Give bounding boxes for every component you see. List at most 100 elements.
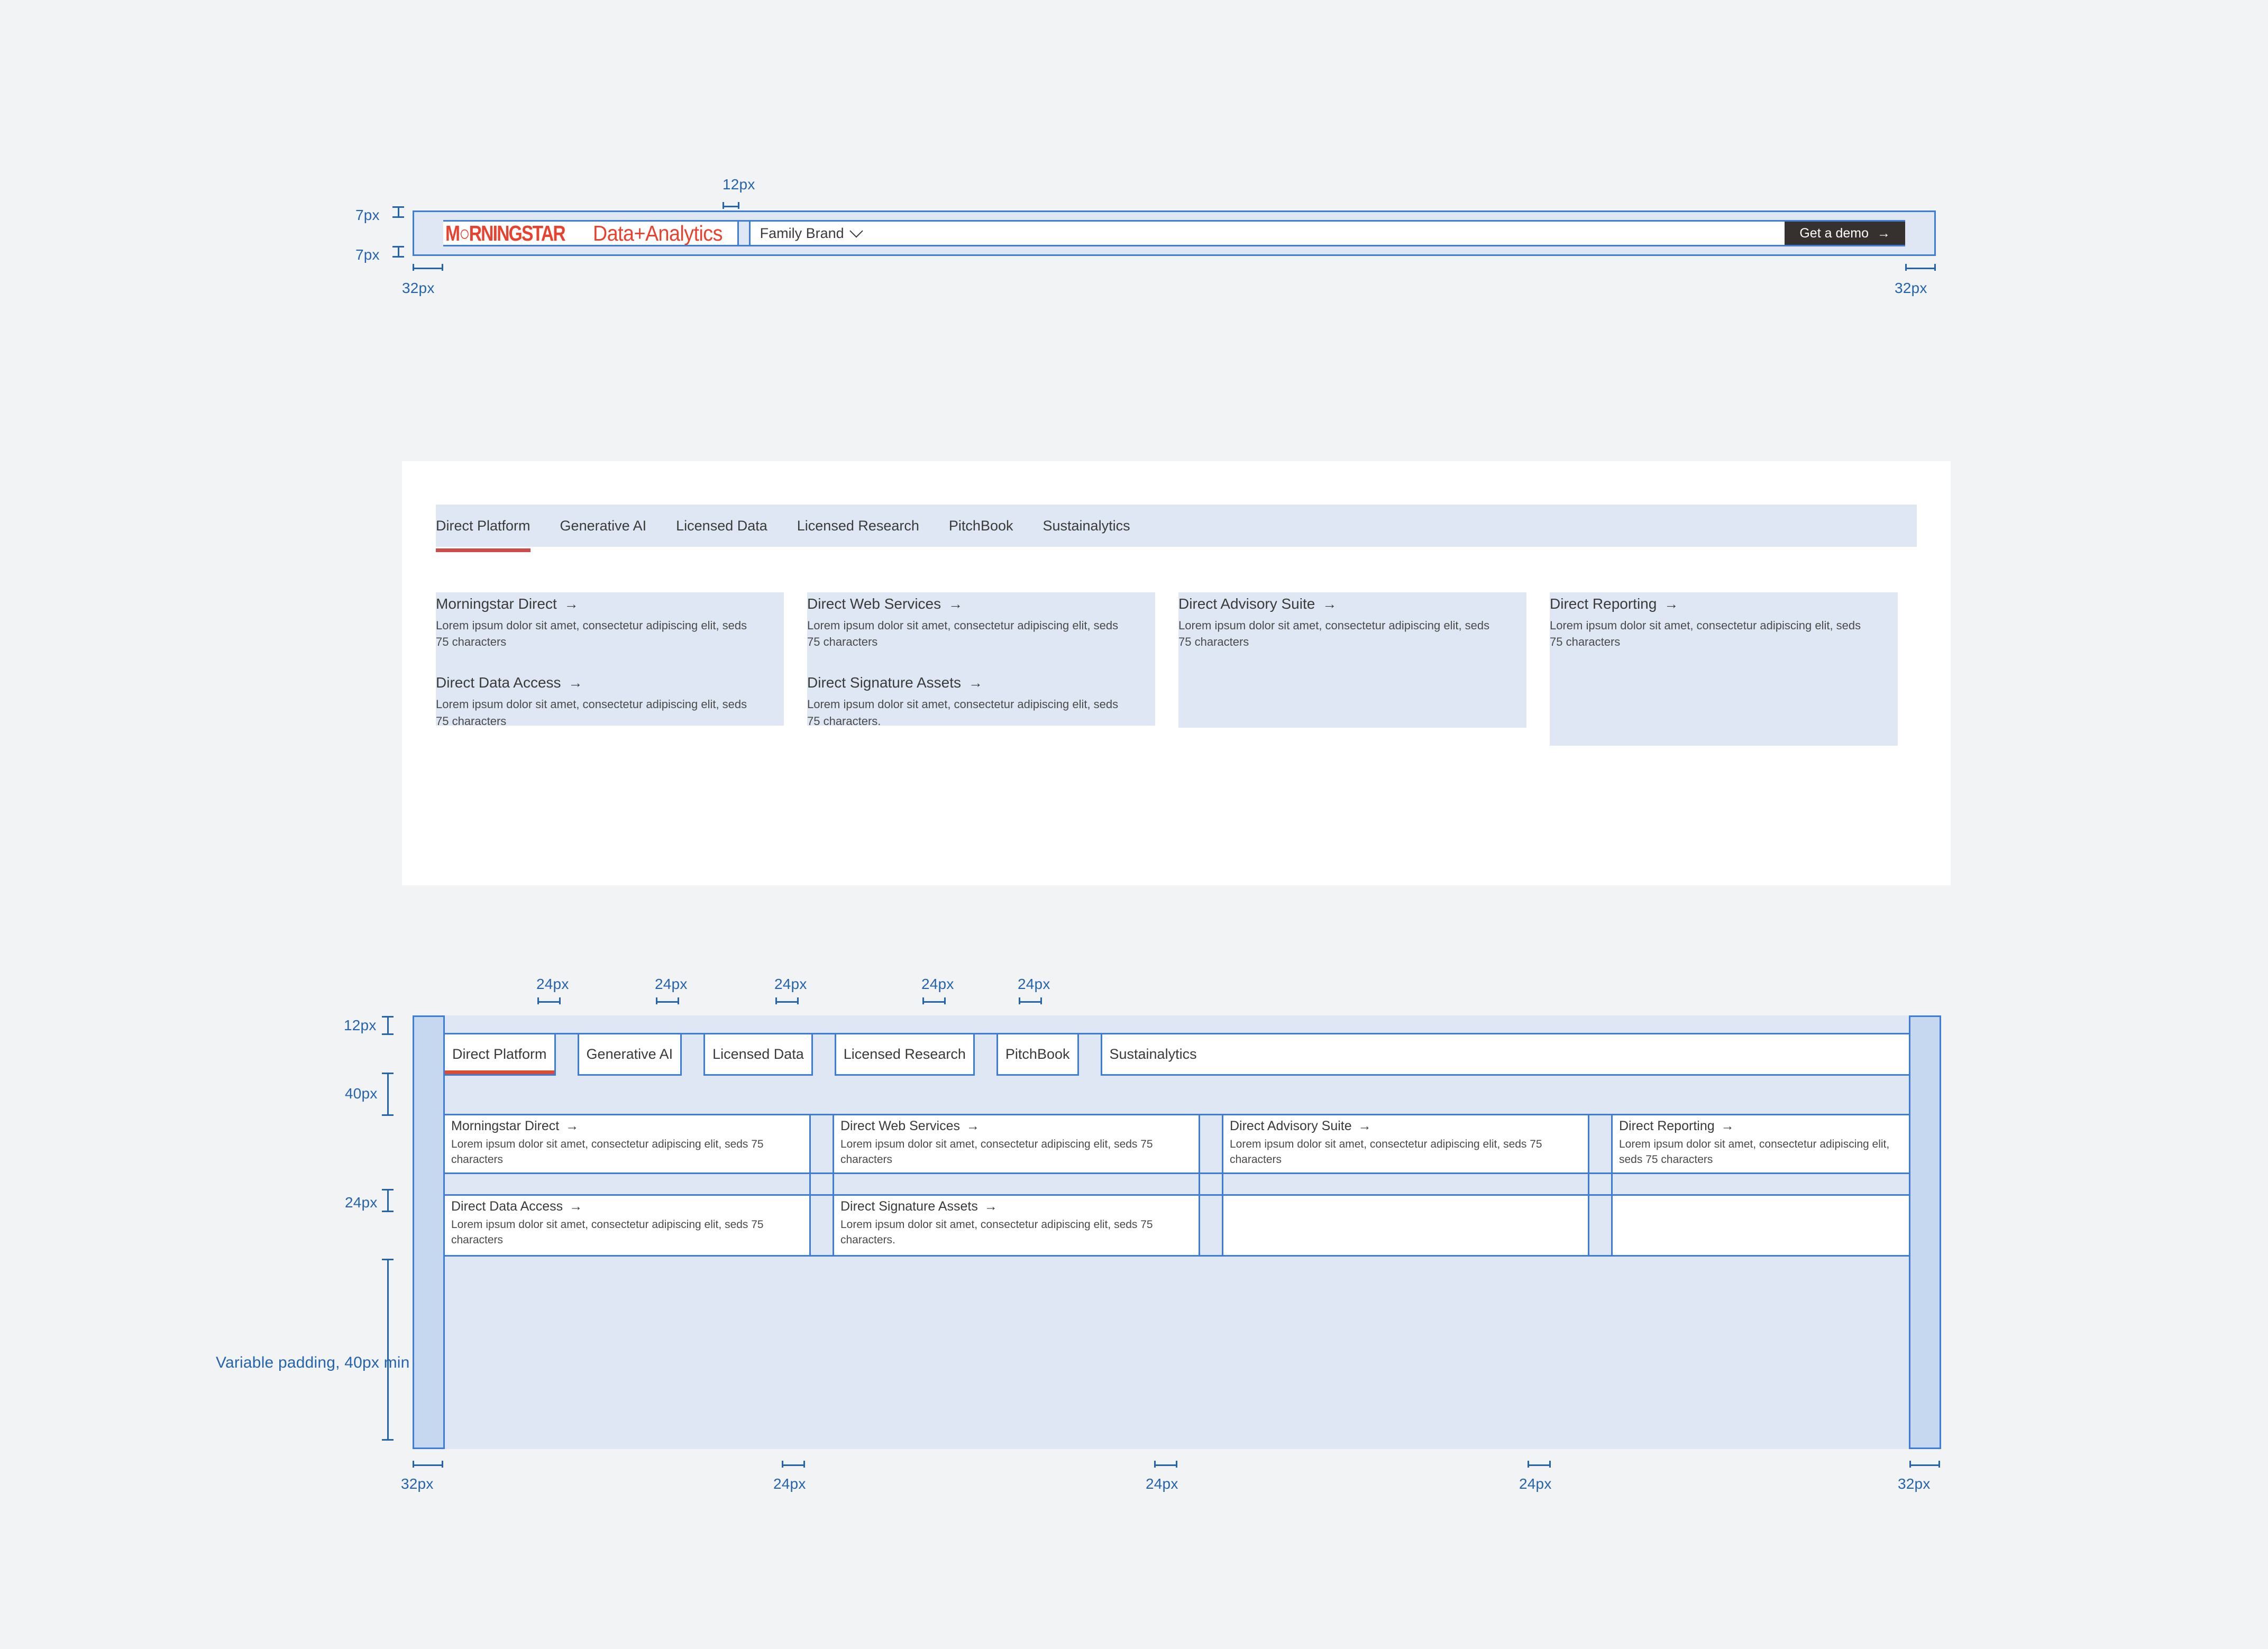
arrow-right-icon: → — [948, 596, 963, 612]
get-a-demo-button[interactable]: Get a demo → — [1785, 222, 1905, 245]
spec-item-title: Direct Reporting — [1619, 1119, 1715, 1133]
arrow-right-icon: → — [564, 596, 579, 612]
arrow-right-icon: → — [984, 1199, 998, 1214]
spec-item-title: Direct Web Services — [840, 1119, 960, 1133]
item-description: Lorem ipsum dolor sit amet, consectetur … — [436, 619, 747, 649]
spec-item-description: Lorem ipsum dolor sit amet, consectetur … — [840, 1219, 1153, 1247]
column-3: Direct Advisory Suite → Lorem ipsum dolo… — [1178, 592, 1526, 728]
arrow-right-icon: → — [1877, 225, 1890, 241]
spec-tabgap-3 — [813, 1034, 836, 1076]
tab-generative-ai[interactable]: Generative AI — [560, 505, 647, 547]
spec-cell-direct-advisory-suite: Direct Advisory Suite → Lorem ipsum dolo… — [1223, 1115, 1589, 1172]
tab-licensed-research[interactable]: Licensed Research — [797, 505, 919, 547]
arrow-right-icon: → — [1322, 596, 1337, 612]
spec-link-direct-web-services[interactable]: Direct Web Services → — [840, 1119, 1192, 1134]
annotation-spec-belowtabs-bar — [382, 1073, 394, 1116]
link-direct-advisory-suite[interactable]: Direct Advisory Suite → — [1178, 596, 1526, 612]
annotation-tabgap-5-bar — [1019, 997, 1042, 1004]
annotation-spec-bottom-3-bar — [1154, 1461, 1177, 1468]
spec-tab-label: Licensed Research — [843, 1046, 966, 1062]
arrow-right-icon: → — [1721, 1119, 1734, 1133]
spec-tabbar: Direct Platform Generative AI Licensed D… — [445, 1034, 1909, 1076]
item-title: Direct Data Access — [436, 674, 561, 691]
spec-tab-licensed-data[interactable]: Licensed Data — [705, 1034, 813, 1076]
spec-colgap-6 — [1589, 1196, 1613, 1255]
link-direct-data-access[interactable]: Direct Data Access → — [436, 674, 784, 691]
spec-tab-label: Licensed Data — [712, 1046, 804, 1062]
column-4: Direct Reporting → Lorem ipsum dolor sit… — [1550, 592, 1898, 746]
spec-cell-direct-reporting: Direct Reporting → Lorem ipsum dolor sit… — [1613, 1115, 1909, 1172]
family-brand-dropdown[interactable]: Family Brand — [751, 222, 863, 245]
item-description: Lorem ipsum dolor sit amet, consectetur … — [1178, 619, 1490, 649]
link-morningstar-direct[interactable]: Morningstar Direct → — [436, 596, 784, 612]
spec-link-morningstar-direct[interactable]: Morningstar Direct → — [451, 1119, 803, 1134]
get-a-demo-label: Get a demo — [1799, 225, 1869, 241]
family-brand-label: Family Brand — [760, 225, 844, 241]
tab-label: Licensed Research — [797, 517, 919, 534]
annotation-spec-rowgap-bar — [382, 1189, 394, 1212]
spec-link-direct-data-access[interactable]: Direct Data Access → — [451, 1199, 803, 1214]
annotation-spec-toppad-bar — [382, 1016, 394, 1035]
annotation-tabgap-4-bar — [922, 997, 946, 1004]
arrow-right-icon: → — [1358, 1119, 1371, 1133]
spec-tabgap-2 — [682, 1034, 706, 1076]
annotation-variable-padding-bar — [382, 1259, 394, 1441]
annotation-bottom-padding-label: 7px — [355, 246, 380, 263]
spec-tab-sustainalytics[interactable]: Sustainalytics — [1102, 1034, 1909, 1076]
spec-item-description: Lorem ipsum dolor sit amet, consectetur … — [451, 1219, 764, 1247]
spec-cell-morningstar-direct: Morningstar Direct → Lorem ipsum dolor s… — [445, 1115, 811, 1172]
arrow-right-icon: → — [1664, 596, 1679, 612]
spec-content-row-2: Direct Data Access → Lorem ipsum dolor s… — [445, 1196, 1909, 1255]
tab-pitchbook[interactable]: PitchBook — [949, 505, 1013, 547]
spec-cell-direct-signature-assets: Direct Signature Assets → Lorem ipsum do… — [834, 1196, 1200, 1255]
spec-link-direct-signature-assets[interactable]: Direct Signature Assets → — [840, 1199, 1192, 1214]
spec-tabgap-4 — [975, 1034, 998, 1076]
tab-label: Sustainalytics — [1042, 517, 1130, 534]
arrow-right-icon: → — [565, 1119, 579, 1133]
spec-item-title: Direct Signature Assets — [840, 1199, 978, 1214]
tab-label: Licensed Data — [676, 517, 767, 534]
spec-link-direct-reporting[interactable]: Direct Reporting → — [1619, 1119, 1903, 1134]
spec-tab-generative-ai[interactable]: Generative AI — [579, 1034, 682, 1076]
spec-tab-label: Generative AI — [586, 1046, 673, 1062]
annotation-tabgap-4-label: 24px — [921, 976, 954, 992]
tab-sustainalytics[interactable]: Sustainalytics — [1043, 505, 1130, 547]
annotation-tabgap-1-label: 24px — [536, 976, 569, 992]
spec-item-title: Direct Data Access — [451, 1199, 563, 1214]
tab-label: Direct Platform — [436, 517, 531, 534]
spec-tabgap-5 — [1079, 1034, 1102, 1076]
logo[interactable]: M○RNINGSTAR Data+Analytics — [443, 221, 739, 245]
arrow-right-icon: → — [966, 1119, 980, 1133]
tab-direct-platform[interactable]: Direct Platform — [436, 505, 531, 552]
tab-licensed-data[interactable]: Licensed Data — [676, 505, 767, 547]
spacer — [436, 650, 784, 674]
logo-gap-overlay — [738, 222, 751, 245]
annotation-spec-bottom-4-bar — [1528, 1461, 1551, 1468]
spec-tab-pitchbook[interactable]: PitchBook — [998, 1034, 1079, 1076]
spec-item-description: Lorem ipsum dolor sit amet, consectetur … — [451, 1138, 764, 1166]
annotation-right-padding-bar — [1905, 264, 1936, 271]
link-direct-signature-assets[interactable]: Direct Signature Assets → — [807, 674, 1155, 691]
annotation-logo-gap-label: 12px — [723, 176, 755, 193]
link-direct-reporting[interactable]: Direct Reporting → — [1550, 596, 1898, 612]
spec-below-tabs-overlay — [445, 1077, 1909, 1115]
spec-tab-direct-platform[interactable]: Direct Platform — [445, 1034, 556, 1076]
arrow-right-icon: → — [568, 674, 583, 691]
spec-tab-licensed-research[interactable]: Licensed Research — [836, 1034, 975, 1076]
annotation-logo-gap-bar — [723, 202, 739, 209]
spacer — [807, 650, 1155, 674]
rendered-component: Direct Platform Generative AI Licensed D… — [402, 461, 1951, 885]
annotation-tabgap-3-label: 24px — [774, 976, 807, 992]
spec-colgap-4 — [811, 1196, 834, 1255]
annotation-tabgap-3-bar — [775, 997, 799, 1004]
link-direct-web-services[interactable]: Direct Web Services → — [807, 596, 1155, 612]
component-columns: Morningstar Direct → Lorem ipsum dolor s… — [436, 592, 1917, 746]
tab-label: PitchBook — [948, 517, 1013, 534]
spec-link-direct-advisory-suite[interactable]: Direct Advisory Suite → — [1230, 1119, 1581, 1134]
annotation-spec-bottom-1-bar — [413, 1461, 443, 1468]
annotation-spec-bottom-5-label: 32px — [1898, 1476, 1931, 1492]
spec-item-description: Lorem ipsum dolor sit amet, consectetur … — [1230, 1138, 1542, 1166]
annotation-spec-rowgap-label: 24px — [345, 1194, 378, 1211]
spec-row-gap-overlay — [445, 1172, 1909, 1196]
